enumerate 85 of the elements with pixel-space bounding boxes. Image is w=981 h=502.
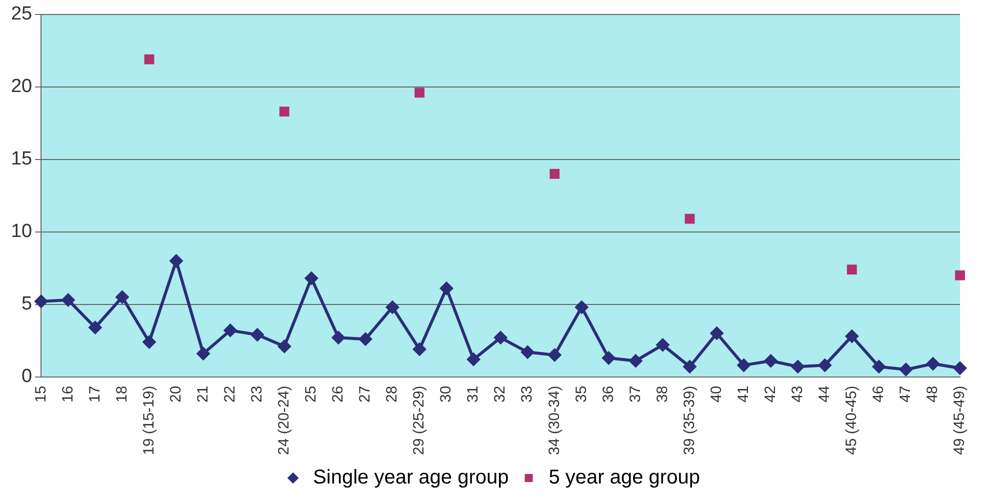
point [955,270,965,280]
point [574,300,589,314]
point [250,328,264,342]
point [115,290,130,304]
point [520,345,535,360]
point [440,281,454,296]
point [818,358,832,372]
x-tick-label: 34 (30-34) [546,386,563,456]
x-tick-label: 25 [302,386,320,402]
x-tick-label: 42 [762,386,779,402]
point [412,342,426,356]
x-tick-label: 24 (20-24) [276,386,293,456]
x-tick-label: 37 [626,386,644,402]
point [846,264,857,274]
x-tick-label: 27 [356,386,374,402]
y-tick-label: 0 [22,366,32,388]
point [872,360,886,374]
point [953,361,967,376]
point [88,320,102,335]
x-tick-label: 16 [59,386,76,402]
y-tick-label: 5 [22,294,32,315]
x-tick-label: 45 (40-45) [843,386,860,456]
x-tick-label: 32 [492,386,509,402]
x-tick-label: 28 [384,386,401,402]
point [682,360,697,374]
x-tick-label: 36 [600,386,617,402]
x-tick-label: 26 [330,386,347,402]
point [736,358,751,372]
point [331,330,346,345]
point [196,346,210,361]
y-tick-label: 25 [10,4,32,25]
x-tick-label: 30 [438,386,455,402]
x-tick-label: 46 [870,386,888,402]
x-tick-label: 21 [194,386,212,402]
point [684,214,695,224]
point [602,350,616,365]
point [142,335,156,350]
x-tick-label: 20 [167,386,184,402]
point [494,330,508,345]
x-tick-label: 15 [32,386,50,402]
x-tick-label: 23 [248,386,266,402]
x-tick-label: 47 [897,386,914,402]
x-tick-label: 43 [788,386,806,402]
y-tick-label: 10 [10,221,32,242]
point [550,168,560,179]
point [61,292,76,307]
x-tick-label: 19 (15-19) [140,386,158,456]
point [223,323,238,338]
point [169,254,184,268]
y-tick-label: 15 [10,148,32,170]
legend-label: Single year age group [313,466,509,489]
point [898,362,913,377]
x-tick-label: 17 [86,386,104,402]
point [790,360,805,374]
x-tick-label: 49 (45-49) [951,386,968,456]
y-tick-label: 20 [10,76,32,98]
point [414,88,424,98]
point [279,106,290,116]
point [548,348,562,362]
point [144,54,154,64]
point [385,300,400,314]
x-tick-label: 35 [572,386,590,402]
point [277,339,292,354]
point [844,329,859,344]
x-tick-label: 18 [113,386,130,402]
x-tick-label: 41 [734,386,752,402]
point [926,356,940,371]
x-tick-label: 33 [518,386,536,402]
point [34,294,48,308]
x-tick-label: 39 (35-39) [680,386,698,456]
point [710,326,724,340]
point [628,354,643,368]
point [358,332,372,346]
point [466,352,481,366]
x-tick-label: 40 [708,386,725,402]
point [656,338,670,352]
x-tick-label: 29 (25-29) [410,386,428,456]
legend-label: 5 year age group [548,466,700,489]
x-tick-label: 38 [654,386,671,402]
x-tick-label: 44 [816,386,834,402]
x-tick-label: 22 [221,386,238,402]
x-tick-label: 31 [464,386,482,402]
point [764,354,778,368]
point [304,271,318,286]
x-tick-label: 48 [924,386,942,402]
